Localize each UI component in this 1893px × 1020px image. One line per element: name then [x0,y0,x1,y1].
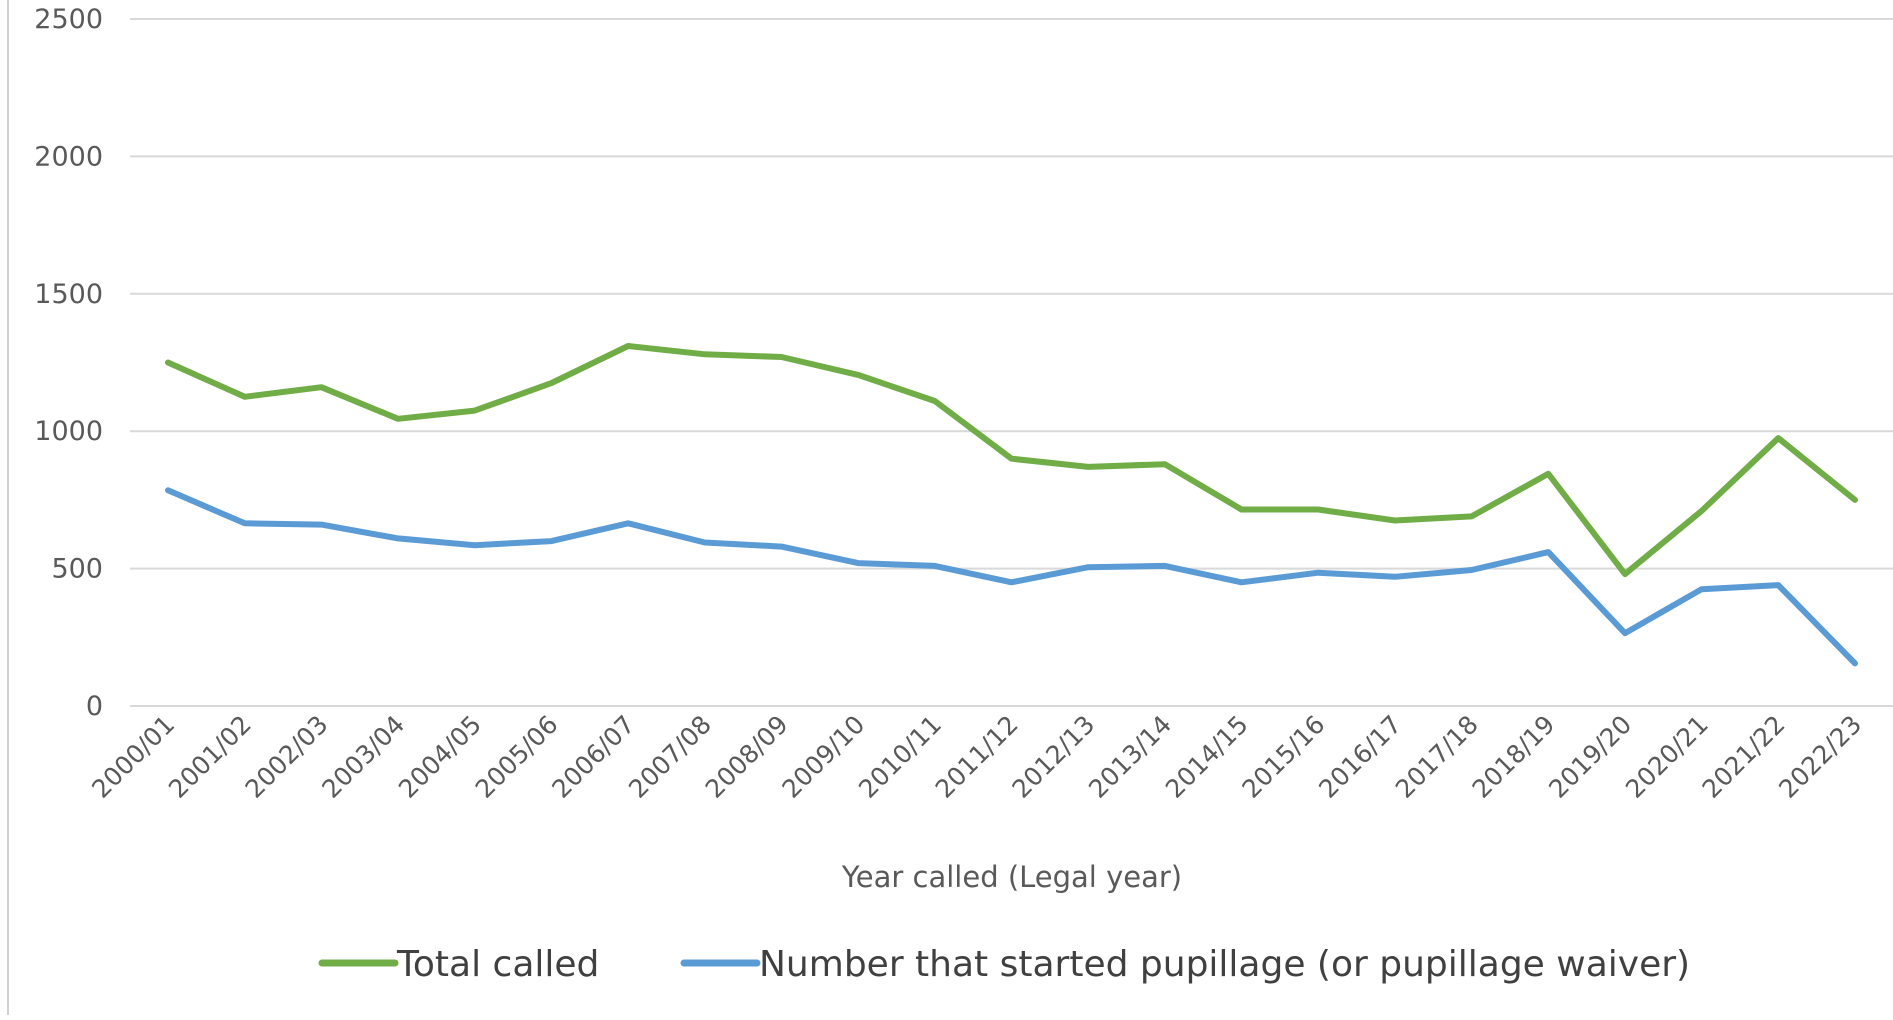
y-tick-label: 0 [86,691,103,722]
x-tick-label: 2017/18 [1390,710,1484,804]
x-tick-label: 2004/05 [393,710,487,804]
legend-item-0: Total called [318,944,599,985]
x-tick-label: 2022/23 [1773,710,1867,804]
x-tick-label: 2015/16 [1237,710,1331,804]
y-tick-label: 2500 [34,4,103,35]
x-tick-label: 2016/17 [1313,710,1407,804]
x-tick-label: 2013/14 [1083,710,1177,804]
x-tick-label: 2019/20 [1543,710,1637,804]
x-tick-label: 2020/21 [1620,710,1714,804]
x-tick-label: 2010/11 [853,710,947,804]
x-axis-tick-labels: 2000/012001/022002/032003/042004/052005/… [86,710,1867,804]
y-tick-label: 1000 [34,416,103,447]
x-tick-label: 2008/09 [700,710,794,804]
x-tick-label: 2011/12 [930,710,1024,804]
x-tick-label: 2001/02 [163,710,257,804]
legend: Total called Number that started pupillag… [318,944,1690,985]
x-tick-label: 2012/13 [1006,710,1100,804]
x-tick-label: 2021/22 [1697,710,1791,804]
y-tick-label: 2000 [34,141,103,172]
y-tick-label: 500 [51,554,103,585]
legend-label: Number that started pupillage (or pupill… [759,944,1690,985]
x-tick-label: 2000/01 [86,710,180,804]
x-tick-label: 2018/19 [1467,710,1561,804]
y-tick-label: 1500 [34,279,103,310]
series-line-0 [165,343,1858,578]
x-tick-label: 2005/06 [470,710,564,804]
legend-item-1: Number that started pupillage (or pupill… [680,944,1690,985]
gridlines [130,18,1893,707]
y-axis-tick-labels: 0 500 1000 1500 2000 2500 [34,4,103,722]
x-tick-label: 2006/07 [546,710,640,804]
series-line-1 [165,487,1858,667]
x-tick-label: 2002/03 [240,710,334,804]
x-tick-label: 2003/04 [316,710,410,804]
x-tick-label: 2007/08 [623,710,717,804]
legend-label: Total called [396,944,599,985]
series-lines [165,343,1858,667]
x-tick-label: 2014/15 [1160,710,1254,804]
x-tick-label: 2009/10 [776,710,870,804]
x-axis-title: Year called (Legal year) [841,860,1182,894]
